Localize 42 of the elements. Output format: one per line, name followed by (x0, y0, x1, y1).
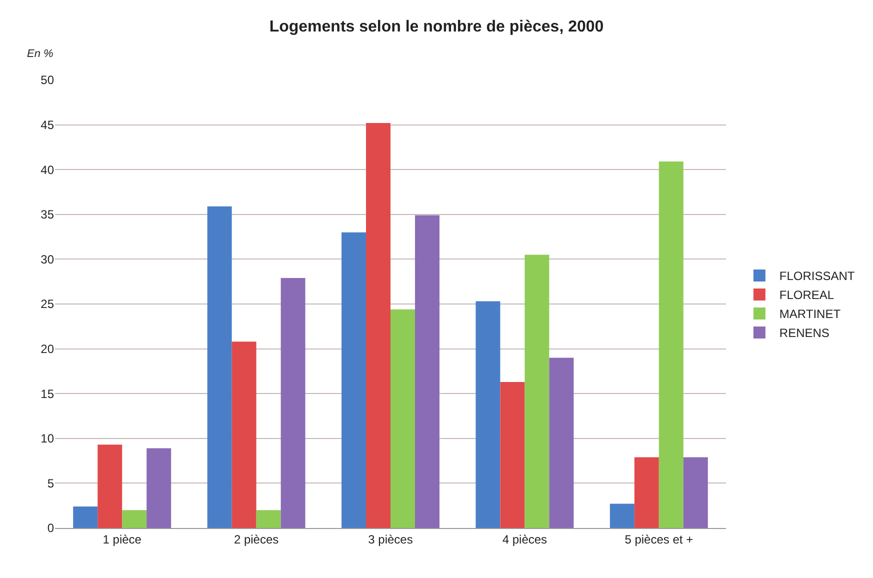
legend-label: MARTINET (779, 307, 842, 322)
x-tick-label: 3 pièces (368, 532, 413, 546)
bar (476, 301, 500, 528)
bar (658, 162, 684, 528)
y-tick-label: 0 (47, 521, 54, 536)
y-tick-label: 5 (47, 476, 54, 490)
y-tick-label: 50 (40, 73, 54, 88)
bar (280, 278, 306, 528)
bar (634, 457, 659, 528)
x-tick-label: 2 pièces (234, 532, 279, 546)
bar (500, 382, 525, 528)
bar (366, 123, 390, 528)
legend-label: FLOREAL (779, 288, 834, 302)
bar (207, 206, 232, 528)
bar (549, 358, 574, 528)
y-tick-label: 30 (40, 252, 54, 266)
legend-label: FLORISSANT (779, 269, 856, 284)
bar (98, 444, 122, 528)
y-tick-label: 25 (40, 297, 54, 312)
bar (122, 510, 147, 528)
x-tick-label: 1 pièce (102, 532, 142, 546)
bar (146, 448, 172, 528)
bar (414, 215, 440, 528)
bar (256, 510, 281, 528)
y-tick-label: 45 (40, 118, 54, 132)
chart-title: Logements selon le nombre de pièces, 2000 (269, 18, 604, 36)
bar (683, 457, 708, 528)
bar (342, 232, 366, 528)
x-tick-label: 5 pièces et + (624, 532, 694, 546)
y-tick-label: 35 (40, 208, 54, 222)
legend-label: RENENS (779, 326, 830, 340)
bar (73, 506, 98, 528)
y-axis-title: En % (27, 48, 54, 60)
bar (610, 504, 634, 528)
y-tick-label: 20 (40, 342, 54, 356)
bar (524, 254, 550, 528)
y-tick-label: 15 (40, 386, 54, 401)
y-tick-label: 40 (40, 162, 54, 177)
y-tick-label: 10 (40, 432, 54, 446)
bar (390, 309, 415, 528)
x-tick-label: 4 pièces (502, 532, 548, 546)
bar (232, 342, 256, 528)
